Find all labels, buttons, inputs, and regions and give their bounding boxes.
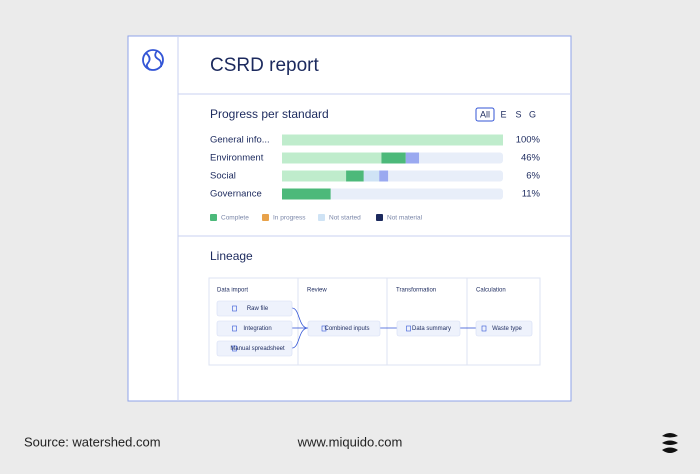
row-percent: 100%	[516, 135, 541, 146]
filter-button[interactable]	[475, 107, 495, 122]
node[interactable]	[396, 320, 461, 337]
legend-swatch	[318, 214, 325, 221]
logo	[662, 433, 678, 453]
node-label[interactable]: Raw file	[247, 306, 269, 312]
row-label: Governance	[210, 189, 262, 200]
filter-label[interactable]: All	[480, 109, 490, 119]
bar-segment	[363, 170, 380, 182]
node-label[interactable]: Manual spreadsheet	[230, 346, 285, 352]
website: www.miquido.com	[297, 434, 403, 449]
legend-swatch	[262, 214, 269, 221]
node-icon	[232, 305, 237, 312]
filter-button[interactable]	[526, 108, 539, 121]
column-header: Transformation	[396, 288, 436, 294]
filter-button[interactable]	[497, 108, 510, 121]
row-percent: 6%	[526, 171, 540, 182]
node-icon	[406, 325, 411, 332]
connectors	[291, 307, 476, 349]
legend-swatch	[376, 214, 383, 221]
bar-segment	[381, 152, 406, 164]
legend-label: Not started	[329, 215, 361, 222]
bar-segment	[282, 134, 503, 146]
column-header: Review	[307, 288, 327, 294]
node[interactable]	[216, 320, 293, 337]
source: Source: watershed.com	[24, 434, 161, 449]
lineage-box	[208, 277, 541, 366]
row-percent: 11%	[522, 189, 541, 200]
legend-label: Not material	[387, 215, 423, 222]
globe-icon[interactable]	[142, 49, 164, 71]
row-percent: 46%	[521, 153, 541, 164]
section-title: Lineage	[210, 249, 253, 263]
node-label[interactable]: Integration	[243, 326, 271, 332]
node[interactable]	[307, 320, 381, 337]
column-header: Calculation	[476, 288, 506, 294]
node-label[interactable]: Combined inputs	[324, 326, 369, 332]
filter-button[interactable]	[512, 108, 525, 121]
node-label[interactable]: Data summary	[412, 326, 451, 332]
title: CSRD report	[210, 55, 319, 76]
node-label[interactable]: Waste type	[492, 326, 522, 332]
card	[127, 35, 572, 402]
node[interactable]	[475, 320, 533, 337]
bar-segment	[405, 152, 420, 164]
bar-segment	[346, 170, 364, 182]
legend-label: Complete	[221, 215, 249, 222]
filter-label[interactable]: G	[529, 109, 536, 119]
bar-segment	[282, 188, 331, 200]
section-title: Progress per standard	[210, 107, 329, 121]
bar-segment	[282, 170, 347, 182]
node-icon	[232, 325, 237, 332]
row-label: Social	[210, 171, 236, 182]
bar-segment	[282, 152, 382, 164]
filter-label[interactable]: S	[515, 109, 521, 119]
legend-label: In progress	[273, 215, 306, 222]
bar-track	[282, 188, 503, 200]
node-icon	[481, 325, 487, 332]
node[interactable]	[216, 300, 293, 317]
filter-label[interactable]: E	[500, 109, 506, 119]
row-label: General info...	[210, 135, 270, 146]
node-icon	[321, 325, 327, 332]
row-label: Environment	[210, 153, 264, 164]
legend-swatch	[210, 214, 217, 221]
column-header: Data import	[217, 288, 248, 294]
node-icon	[232, 345, 237, 352]
node[interactable]	[216, 340, 293, 357]
column-dividers	[297, 278, 468, 365]
bar-segment	[379, 170, 389, 182]
